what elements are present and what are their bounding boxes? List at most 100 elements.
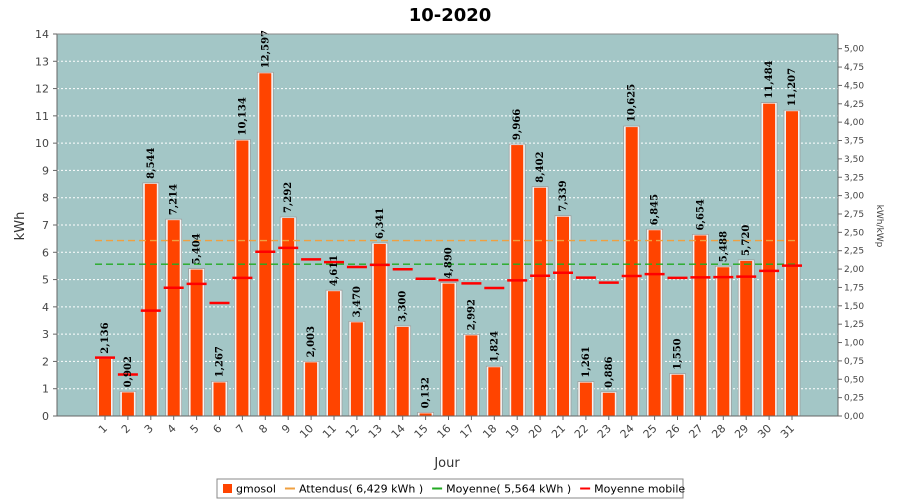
x-tick-label: 2 xyxy=(119,422,133,436)
bar xyxy=(121,392,134,416)
bar xyxy=(557,216,569,416)
data-label: 4,890 xyxy=(444,247,455,278)
data-label: 10,134 xyxy=(237,97,248,135)
right-tick-label: 0,25 xyxy=(844,394,864,404)
y-tick-label: 7 xyxy=(42,219,49,232)
right-tick-label: 0,50 xyxy=(844,375,864,385)
data-label: 0,902 xyxy=(123,356,134,387)
data-label: 12,597 xyxy=(260,30,271,68)
data-label: 0,132 xyxy=(421,377,432,408)
x-tick-label: 31 xyxy=(778,422,797,441)
data-labels: 2,136 0,902 8,544 7,214 5,404 1,267 10,134 12,5… xyxy=(100,30,798,408)
y-tick-label: 0 xyxy=(42,410,49,423)
bar xyxy=(465,335,478,416)
bar xyxy=(740,260,753,416)
x-tick-label: 25 xyxy=(641,422,660,441)
bar xyxy=(190,269,203,416)
right-tick-label: 1,75 xyxy=(844,283,864,293)
right-tick-label: 0,75 xyxy=(844,357,864,367)
legend-label: Moyenne( 5,564 kWh ) xyxy=(446,483,571,496)
x-tick-label: 21 xyxy=(549,422,568,441)
y-tick-label: 1 xyxy=(42,383,49,396)
y-tick-label: 8 xyxy=(42,192,49,205)
data-label: 9,966 xyxy=(512,109,523,140)
y-tick-label: 14 xyxy=(35,28,49,41)
right-tick-label: 4,50 xyxy=(844,81,864,91)
right-tick-label: 1,25 xyxy=(844,320,864,330)
y-tick-label: 3 xyxy=(42,328,49,341)
bar xyxy=(579,382,592,416)
right-tick-label: 2,50 xyxy=(844,228,864,238)
bar xyxy=(419,413,432,416)
data-label: 8,402 xyxy=(535,151,546,182)
bar xyxy=(694,235,707,416)
x-tick-label: 28 xyxy=(709,422,728,441)
x-tick-label: 29 xyxy=(732,422,751,441)
data-label: 2,136 xyxy=(100,322,111,353)
bar xyxy=(282,218,295,416)
x-tick-label: 27 xyxy=(686,422,705,441)
data-label: 11,484 xyxy=(764,60,775,98)
bar xyxy=(534,187,547,416)
right-tick-label: 4,75 xyxy=(844,63,864,73)
data-label: 6,845 xyxy=(650,194,661,225)
legend-label: Attendus( 6,429 kWh ) xyxy=(299,483,423,496)
bar xyxy=(259,73,272,416)
y-tick-label: 12 xyxy=(35,83,49,96)
x-tick-label: 23 xyxy=(595,422,614,441)
x-tick-label: 14 xyxy=(389,422,408,441)
bar xyxy=(213,382,226,416)
x-tick-label: 26 xyxy=(664,422,683,441)
right-tick-label: 3,50 xyxy=(844,155,864,165)
data-label: 6,341 xyxy=(375,208,386,239)
right-tick-label: 2,75 xyxy=(844,210,864,220)
x-tick-label: 7 xyxy=(233,422,247,436)
bar xyxy=(396,326,409,416)
x-tick-label: 1 xyxy=(96,422,110,436)
bar xyxy=(488,367,501,416)
legend: gmosol Attendus( 6,429 kWh ) Moyenne( 5,56… xyxy=(216,478,685,499)
x-tick-label: 9 xyxy=(279,422,293,436)
data-label: 7,214 xyxy=(169,184,180,215)
x-tick-label: 13 xyxy=(366,422,385,441)
data-label: 1,261 xyxy=(581,346,592,377)
data-label: 1,824 xyxy=(489,331,500,362)
data-label: 5,404 xyxy=(192,233,203,264)
y-tick-label: 4 xyxy=(42,301,49,314)
y-axis-label: kWh xyxy=(13,212,28,241)
y-tick-label: 13 xyxy=(35,55,49,68)
bar xyxy=(602,392,615,416)
legend-label: gmosol xyxy=(236,483,276,496)
bar xyxy=(99,358,111,416)
chart-title: 10-2020 xyxy=(409,5,492,26)
right-tick-label: 3,25 xyxy=(844,173,864,183)
right-tick-label: 1,00 xyxy=(844,339,864,349)
data-label: 10,625 xyxy=(627,84,638,122)
legend-box xyxy=(216,478,684,499)
right-axis-label: kWh/kWp xyxy=(874,205,884,248)
bar xyxy=(328,291,340,416)
data-label: 0,886 xyxy=(604,356,615,387)
bar xyxy=(167,220,180,416)
x-tick-label: 8 xyxy=(256,422,270,436)
x-tick-label: 4 xyxy=(165,422,179,436)
x-tick-label: 20 xyxy=(526,422,545,441)
x-tick-label: 5 xyxy=(188,422,202,436)
x-axis-label: Jour xyxy=(433,456,460,471)
legend-label: Moyenne mobile xyxy=(594,483,685,496)
y-tick-label: 9 xyxy=(42,164,49,177)
right-tick-label: 3,75 xyxy=(844,137,864,147)
y-tick-label: 2 xyxy=(42,355,49,368)
bar xyxy=(763,103,776,417)
x-tick-label: 17 xyxy=(457,422,476,441)
data-label: 1,550 xyxy=(673,338,684,369)
data-label: 11,207 xyxy=(787,68,798,106)
data-label: 8,544 xyxy=(146,148,157,179)
data-label: 3,300 xyxy=(398,291,409,322)
data-label: 7,292 xyxy=(283,182,294,213)
data-label: 6,654 xyxy=(695,199,706,230)
axes: 012345678910111213140,000,250,500,751,00… xyxy=(35,28,864,441)
data-label: 5,720 xyxy=(741,225,752,256)
data-label: 2,992 xyxy=(466,299,477,330)
